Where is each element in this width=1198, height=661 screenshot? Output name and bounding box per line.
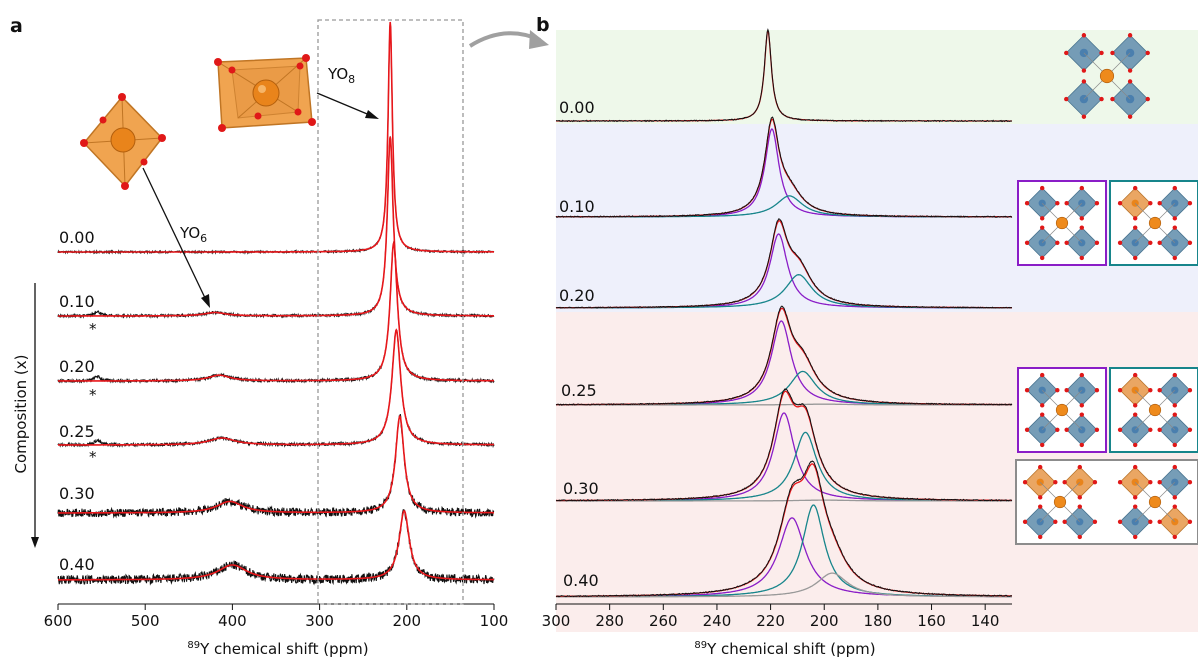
tick-label: 180 xyxy=(864,612,893,630)
experimental-spectrum xyxy=(555,387,1013,502)
composition-label: 0.00 xyxy=(59,228,95,247)
yo8-arrow xyxy=(316,92,373,117)
fitted-spectrum xyxy=(58,414,494,514)
trace-x-0.40 xyxy=(555,460,1013,598)
fitted-spectrum xyxy=(58,136,494,317)
composition-label: 0.30 xyxy=(59,484,95,503)
trace-x-0.20 xyxy=(555,218,1013,309)
experimental-spectrum xyxy=(555,116,1013,218)
tick-label: 100 xyxy=(480,612,509,630)
zoom-arrow-head-icon xyxy=(529,30,549,49)
experimental-spectrum xyxy=(57,414,495,519)
tick-label: 260 xyxy=(649,612,678,630)
panel-a-traces xyxy=(57,21,495,586)
fitted-spectrum xyxy=(58,509,494,581)
composition-label: 0.25 xyxy=(59,422,95,441)
tick-label: 300 xyxy=(542,612,571,630)
experimental-spectrum xyxy=(57,329,495,449)
structure-icon xyxy=(1017,180,1198,266)
experimental-spectrum xyxy=(555,460,1013,598)
panel-a-x-axis: 600 500 400 300 200 100 xyxy=(44,603,509,630)
tick-label: 600 xyxy=(44,612,73,630)
impurity-marker: * xyxy=(89,448,97,466)
panel-b-traces xyxy=(555,28,1013,598)
composition-label: 0.10 xyxy=(559,197,595,216)
tick-label: 300 xyxy=(305,612,334,630)
yo8-polyhedron-icon xyxy=(214,54,316,132)
panel-b-composition-labels: 0.00 0.10 0.20 0.25 0.30 0.40 xyxy=(559,98,599,590)
component-fit xyxy=(556,572,1012,598)
fitted-spectrum xyxy=(58,328,494,446)
experimental-spectrum xyxy=(57,241,495,384)
structure-icon xyxy=(1017,367,1198,453)
trace-x-0.20 xyxy=(57,240,495,384)
trace-x-0.10 xyxy=(555,116,1013,218)
fitted-spectrum xyxy=(58,240,494,382)
tick-label: 400 xyxy=(218,612,247,630)
yo8-annotation: YO8 xyxy=(327,65,355,86)
yo6-annotation: YO6 xyxy=(179,224,207,245)
panel-b-x-axis-title: 89Y chemical shift (ppm) xyxy=(694,640,875,658)
trace-x-0.30 xyxy=(57,414,495,519)
tick-label: 140 xyxy=(971,612,1000,630)
composition-label: 0.00 xyxy=(559,98,595,117)
yo6-arrow xyxy=(142,167,207,301)
yo6-arrow-head-icon xyxy=(201,294,210,308)
tick-label: 220 xyxy=(756,612,785,630)
experimental-spectrum xyxy=(555,305,1013,406)
tick-label: 160 xyxy=(917,612,946,630)
yo6-octahedron-icon xyxy=(80,93,166,190)
trace-x-0.10 xyxy=(57,135,495,319)
tick-label: 200 xyxy=(810,612,839,630)
composition-label: 0.10 xyxy=(59,292,95,311)
structure-icon xyxy=(1015,459,1198,545)
composition-label: 0.30 xyxy=(563,479,599,498)
trace-x-0.00 xyxy=(57,21,495,255)
impurity-marker: * xyxy=(89,386,97,404)
panel-label-b: b xyxy=(536,14,550,36)
composition-label: 0.20 xyxy=(59,357,95,376)
experimental-spectrum xyxy=(555,218,1013,309)
composition-axis-title: Composition (x) xyxy=(12,354,30,473)
zoom-region-box xyxy=(317,19,464,605)
composition-label: 0.25 xyxy=(561,381,597,400)
fitted-spectrum xyxy=(58,21,494,253)
trace-x-0.25 xyxy=(57,328,495,449)
experimental-spectrum xyxy=(555,28,1013,123)
tick-label: 200 xyxy=(392,612,421,630)
component-fit xyxy=(556,499,1012,502)
tick-label: 280 xyxy=(595,612,624,630)
experimental-spectrum xyxy=(57,509,495,586)
composition-arrow-head-icon xyxy=(31,537,39,548)
tick-label: 500 xyxy=(131,612,160,630)
tick-label: 240 xyxy=(703,612,732,630)
impurity-marker: * xyxy=(89,320,97,338)
yo8-arrow-head-icon xyxy=(365,110,379,119)
component-fit xyxy=(556,403,1012,406)
structure-icon xyxy=(1064,33,1150,119)
panel-label-a: a xyxy=(10,15,23,37)
panel-a-composition-labels: 0.00 0.10 0.20 0.25 0.30 0.40 xyxy=(59,228,95,574)
composition-label: 0.20 xyxy=(559,286,595,305)
composition-label: 0.40 xyxy=(59,555,95,574)
trace-x-0.00 xyxy=(555,28,1013,123)
panel-a-x-axis-title: 89Y chemical shift (ppm) xyxy=(187,640,368,658)
panel-b-x-axis: 300 280 260 240 220 200 180 160 140 xyxy=(542,603,1012,630)
composition-label: 0.40 xyxy=(563,571,599,590)
structure-illustrations xyxy=(1015,33,1198,545)
trace-x-0.40 xyxy=(57,509,495,586)
trace-x-0.30 xyxy=(555,387,1013,502)
